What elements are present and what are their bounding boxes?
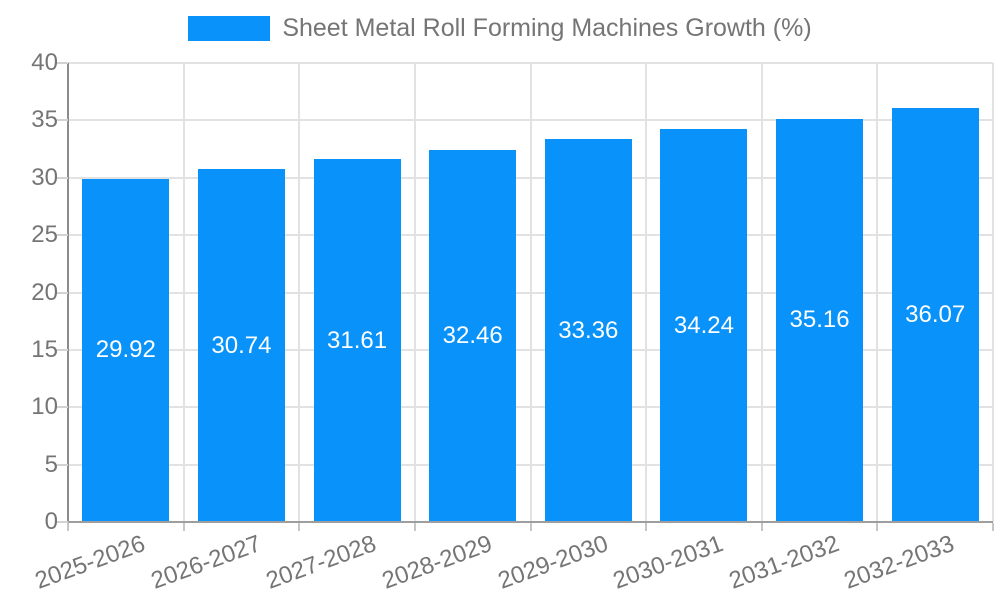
x-axis-line xyxy=(59,521,993,523)
y-tick-label: 10 xyxy=(31,393,58,421)
y-tick-label: 20 xyxy=(31,278,58,306)
x-tick-mark xyxy=(876,523,879,531)
x-tick-label: 2030-2031 xyxy=(609,530,727,595)
y-tick-label: 15 xyxy=(31,335,58,363)
y-tick-label: 0 xyxy=(44,508,58,535)
y-tick-mark xyxy=(57,62,68,64)
x-tick-label: 2031-2032 xyxy=(725,530,843,595)
y-tick-mark xyxy=(57,176,68,179)
bar[interactable] xyxy=(891,108,979,522)
y-tick-label: 40 xyxy=(31,49,58,76)
x-tick-mark xyxy=(760,523,763,531)
chart-legend: Sheet Metal Roll Forming Machines Growth… xyxy=(0,14,1000,43)
bar[interactable] xyxy=(660,129,748,522)
x-tick-mark xyxy=(182,523,185,531)
y-tick-label: 25 xyxy=(31,221,58,249)
v-gridline xyxy=(413,63,416,522)
x-tick-label: 2032-2033 xyxy=(840,530,959,595)
x-tick-label: 2025-2026 xyxy=(31,530,149,595)
v-gridline xyxy=(992,63,994,522)
legend-label: Sheet Metal Roll Forming Machines Growth… xyxy=(282,14,812,42)
x-tick-label: 2027-2028 xyxy=(262,530,380,595)
y-tick-mark xyxy=(57,119,68,122)
y-tick-label: 30 xyxy=(31,163,58,191)
bar[interactable] xyxy=(313,159,401,522)
x-tick-mark xyxy=(645,523,648,531)
y-tick-mark xyxy=(57,463,68,466)
y-tick-mark xyxy=(57,291,68,294)
bar[interactable] xyxy=(776,118,864,522)
x-tick-mark xyxy=(413,523,416,531)
v-gridline xyxy=(529,63,532,522)
x-tick-mark xyxy=(67,523,69,531)
x-tick-label: 2029-2030 xyxy=(494,530,612,595)
y-tick-mark xyxy=(57,234,68,237)
bar[interactable] xyxy=(429,149,517,522)
bar[interactable] xyxy=(544,139,632,522)
x-tick-mark xyxy=(529,523,532,531)
x-tick-mark xyxy=(992,523,994,531)
x-tick-label: 2026-2027 xyxy=(147,530,265,595)
y-tick-mark xyxy=(57,406,68,409)
bar[interactable] xyxy=(197,169,285,522)
y-tick-label: 35 xyxy=(31,106,58,134)
v-gridline xyxy=(645,63,648,522)
y-tick-mark xyxy=(57,521,68,523)
legend-item[interactable]: Sheet Metal Roll Forming Machines Growth… xyxy=(188,14,812,43)
v-gridline xyxy=(876,63,879,522)
v-gridline xyxy=(182,63,185,522)
v-gridline xyxy=(760,63,763,522)
legend-swatch xyxy=(188,16,271,41)
y-tick-mark xyxy=(57,348,68,351)
x-tick-mark xyxy=(298,523,301,531)
bar[interactable] xyxy=(82,178,170,522)
plot-area: 29.92 30.74 31.61 32.46 33.36 34.24 35.16 36.07 xyxy=(68,62,994,522)
y-axis-line xyxy=(67,63,69,531)
x-tick-label: 2028-2029 xyxy=(378,530,496,595)
v-gridline xyxy=(298,63,301,522)
y-tick-label: 5 xyxy=(44,450,58,478)
